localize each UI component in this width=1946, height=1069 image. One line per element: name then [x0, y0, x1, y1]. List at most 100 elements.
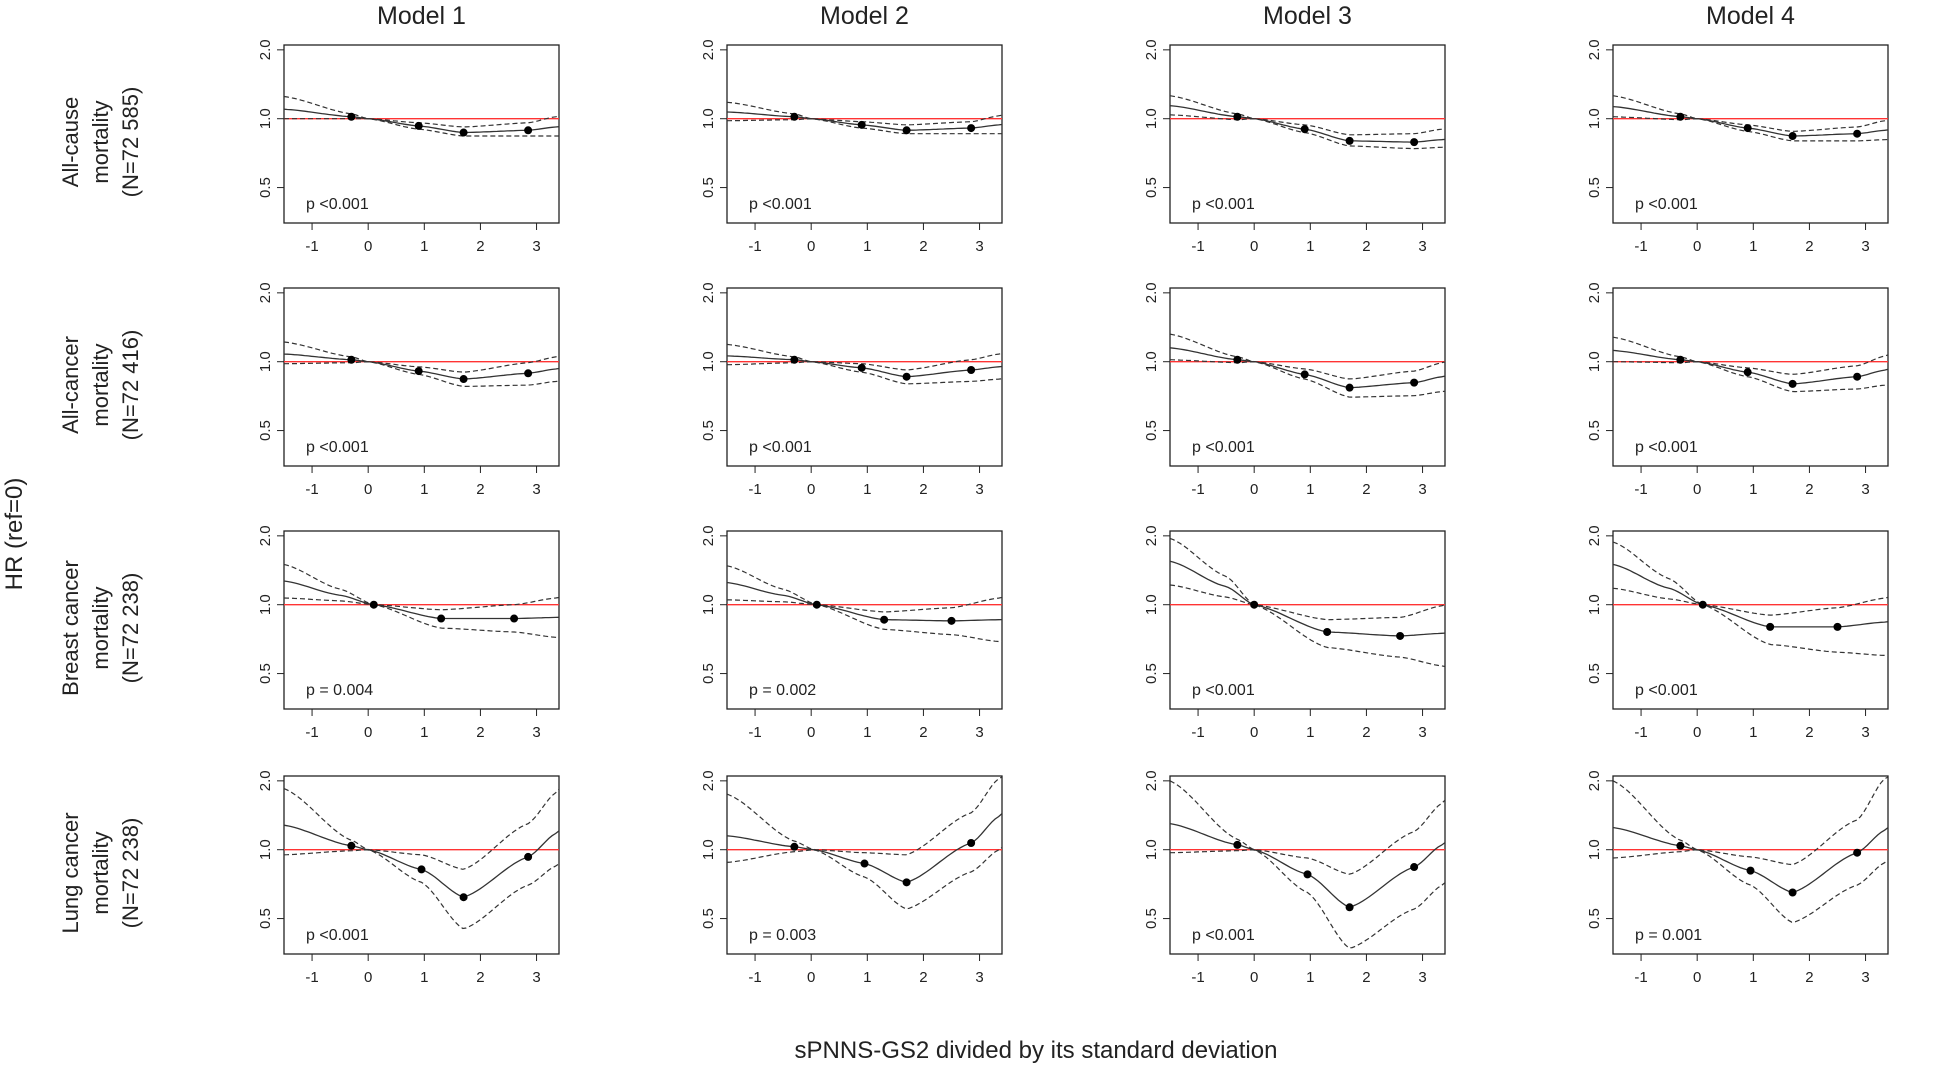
x-tick-label: -1 — [1191, 724, 1204, 741]
y-tick-label: 2.0 — [1143, 282, 1160, 303]
panel: p = 0.001 -1 0 1 2 3 0.5 1.0 2.0 — [1586, 770, 1889, 986]
p-value: p <0.001 — [306, 196, 369, 213]
ci-upper-line — [726, 776, 1003, 856]
x-tick-label: -1 — [1191, 969, 1204, 986]
x-tick-label: 1 — [420, 724, 428, 741]
x-tick-label: 1 — [1306, 724, 1314, 741]
data-point — [1766, 622, 1775, 631]
plot-frame — [283, 287, 560, 467]
x-tick-label: 0 — [364, 724, 372, 741]
x-tick-label: 1 — [420, 481, 428, 498]
ci-lower-line — [726, 847, 1003, 910]
data-point — [857, 120, 866, 129]
data-point — [417, 865, 426, 874]
data-point — [1233, 355, 1242, 364]
ci-upper-line — [1169, 537, 1446, 621]
data-point — [1250, 600, 1259, 609]
y-tick-label: 1.0 — [257, 108, 274, 129]
plot-frame — [726, 775, 1003, 955]
x-tick-label: 0 — [807, 724, 815, 741]
ci-lower-line — [283, 597, 560, 639]
data-point — [1323, 627, 1332, 636]
plot-frame — [1169, 287, 1446, 467]
x-tick-label: 3 — [975, 724, 983, 741]
plot-frame — [283, 530, 560, 710]
y-tick-label: 2.0 — [257, 282, 274, 303]
data-point — [1396, 631, 1405, 640]
ci-lower-line — [284, 361, 560, 388]
y-tick-label: 0.5 — [257, 420, 274, 441]
ci-lower-line — [1170, 849, 1446, 949]
y-tick-label: 0.5 — [1586, 663, 1603, 684]
plot-frame — [1612, 287, 1889, 467]
x-tick-label: -1 — [305, 481, 318, 498]
data-point — [1345, 383, 1354, 392]
ci-upper-line — [283, 788, 560, 870]
x-tick-label: 1 — [1306, 481, 1314, 498]
data-point — [524, 852, 533, 861]
x-tick-label: 1 — [1306, 969, 1314, 986]
data-point — [902, 126, 911, 135]
x-tick-label: 2 — [919, 724, 927, 741]
y-tick-label: 2.0 — [1586, 282, 1603, 303]
x-tick-label: -1 — [748, 724, 761, 741]
x-tick-label: 1 — [863, 481, 871, 498]
x-tick-label: 3 — [1861, 969, 1869, 986]
data-point — [1676, 355, 1685, 364]
data-point — [1788, 379, 1797, 388]
plot-frame — [1169, 530, 1446, 710]
panel: p = 0.003 -1 0 1 2 3 0.5 1.0 2.0 — [700, 770, 1003, 986]
row-labels: All-cause mortality (N=72 585)All-cancer mo… — [58, 87, 143, 934]
x-tick-label: 2 — [476, 481, 484, 498]
x-tick-label: 0 — [364, 238, 372, 255]
y-tick-label: 1.0 — [257, 594, 274, 615]
ci-upper-line — [283, 95, 560, 128]
hr-line — [1169, 560, 1446, 637]
hr-line — [726, 581, 1003, 622]
ci-upper-line — [1169, 333, 1446, 380]
y-tick-label: 0.5 — [700, 177, 717, 198]
ci-lower-line — [1613, 361, 1889, 393]
y-tick-label: 2.0 — [700, 39, 717, 60]
x-tick-label: 0 — [364, 481, 372, 498]
ci-lower-line — [727, 599, 1003, 643]
x-tick-label: -1 — [305, 969, 318, 986]
ci-lower-line — [1612, 849, 1889, 923]
data-point — [790, 355, 799, 364]
y-tick-label: 2.0 — [257, 770, 274, 791]
row-label-line: (N=72 238) — [118, 573, 143, 684]
x-tick-label: -1 — [1634, 238, 1647, 255]
y-tick-label: 1.0 — [257, 351, 274, 372]
data-point — [347, 112, 356, 121]
y-tick-label: 2.0 — [1586, 770, 1603, 791]
hr-line — [1169, 347, 1446, 389]
data-point — [860, 859, 869, 868]
x-tick-label: 0 — [364, 969, 372, 986]
x-tick-label: 3 — [1861, 481, 1869, 498]
x-tick-label: 2 — [1805, 724, 1813, 741]
data-point — [1345, 903, 1354, 912]
row-label-line: mortality — [88, 100, 113, 183]
p-value: p = 0.003 — [749, 927, 816, 944]
y-tick-label: 0.5 — [700, 908, 717, 929]
ci-upper-line — [283, 341, 560, 373]
x-tick-label: 3 — [1418, 481, 1426, 498]
data-point — [459, 128, 468, 137]
data-point — [967, 365, 976, 374]
ci-upper-line — [726, 343, 1003, 371]
x-tick-label: 3 — [532, 969, 540, 986]
p-value: p = 0.001 — [1635, 927, 1702, 944]
data-point — [347, 841, 356, 850]
y-tick-label: 1.0 — [1143, 594, 1160, 615]
x-axis-title: sPNNS-GS2 divided by its standard deviat… — [795, 1037, 1278, 1064]
data-point — [1233, 112, 1242, 121]
ci-upper-line — [726, 565, 1003, 613]
ci-lower-line — [1612, 587, 1889, 657]
model-title: Model 2 — [820, 2, 909, 30]
data-point — [857, 363, 866, 372]
p-value: p <0.001 — [1192, 196, 1255, 213]
data-point — [459, 375, 468, 384]
data-point — [524, 369, 533, 378]
x-tick-label: -1 — [305, 724, 318, 741]
x-tick-label: 1 — [863, 238, 871, 255]
